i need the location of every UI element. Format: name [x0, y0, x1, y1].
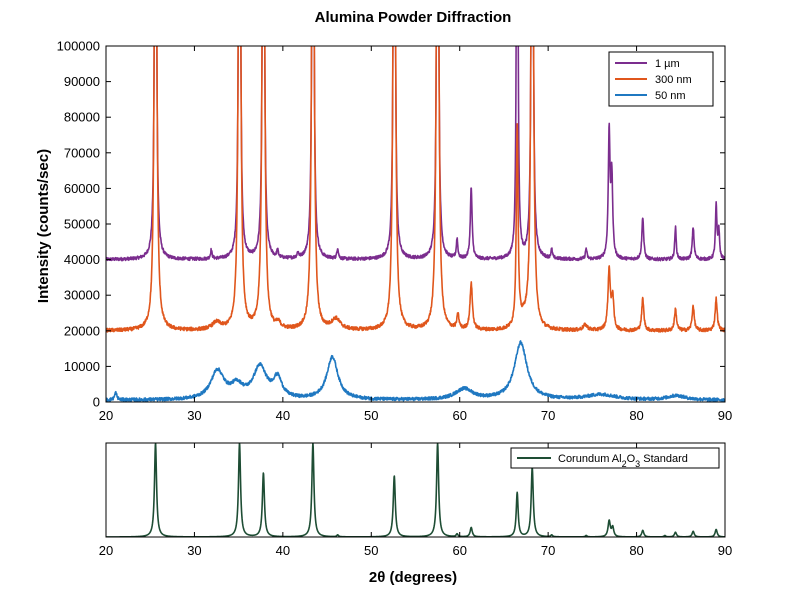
legend-box — [510, 447, 720, 469]
x-tick-label: 30 — [187, 408, 201, 423]
x-tick-label: 90 — [718, 543, 732, 558]
x-tick-label: 80 — [629, 408, 643, 423]
y-tick-label: 100000 — [57, 39, 100, 54]
legend-text-part: Standard — [640, 453, 688, 465]
plot-frame — [105, 442, 726, 538]
x-tick-label: 60 — [452, 408, 466, 423]
x-tick-label: 20 — [99, 543, 113, 558]
y-tick-label: 30000 — [64, 288, 100, 303]
x-tick-label: 40 — [276, 543, 290, 558]
x-tick-label: 50 — [364, 543, 378, 558]
x-axis-label: 2θ (degrees) — [369, 569, 457, 586]
legend-subscript: 3 — [635, 459, 640, 469]
x-tick-label: 30 — [187, 543, 201, 558]
reference-plot: 20 30 40 50 60 70 80 90 Corundum Al2O3 Standard — [99, 442, 732, 558]
series-line-50-nm — [106, 340, 725, 402]
x-tick-label: 20 — [99, 408, 113, 423]
legend-entry: 300 nm — [655, 74, 692, 86]
legend-subscript: 2 — [622, 459, 627, 469]
y-tick-label: 10000 — [64, 359, 100, 374]
y-tick-label: 20000 — [64, 323, 100, 338]
y-tick-label: 50000 — [64, 217, 100, 232]
legend-entry: 1 µm — [655, 58, 680, 70]
x-tick-label: 50 — [364, 408, 378, 423]
main-plot: 20 30 40 50 60 70 80 90 0 10000 20000 30000 40000 500… — [57, 39, 733, 424]
legend-text-part: O — [627, 453, 636, 465]
x-tick-label: 70 — [541, 408, 555, 423]
x-tick-label: 40 — [276, 408, 290, 423]
y-tick-label: 90000 — [64, 74, 100, 89]
x-tick-label: 60 — [452, 543, 466, 558]
series-line-300-nm — [106, 46, 725, 333]
series-group — [106, 46, 725, 402]
series-line-1-m — [106, 46, 725, 262]
y-tick-label: 70000 — [64, 145, 100, 160]
x-tick-label: 80 — [629, 543, 643, 558]
legend-entry: 50 nm — [655, 90, 686, 102]
x-tick-label: 90 — [718, 408, 732, 423]
y-tick-label: 40000 — [64, 252, 100, 267]
legend-text-part: Corundum Al — [558, 453, 622, 465]
x-tick-label: 70 — [541, 543, 555, 558]
y-tick-label: 80000 — [64, 110, 100, 125]
legend-entry: Corundum Al2O3 Standard — [558, 453, 688, 469]
y-tick-label: 0 — [93, 395, 100, 410]
chart-title: Alumina Powder Diffraction — [315, 9, 512, 26]
y-tick-label: 60000 — [64, 181, 100, 196]
y-axis-label: Intensity (counts/sec) — [35, 149, 52, 303]
